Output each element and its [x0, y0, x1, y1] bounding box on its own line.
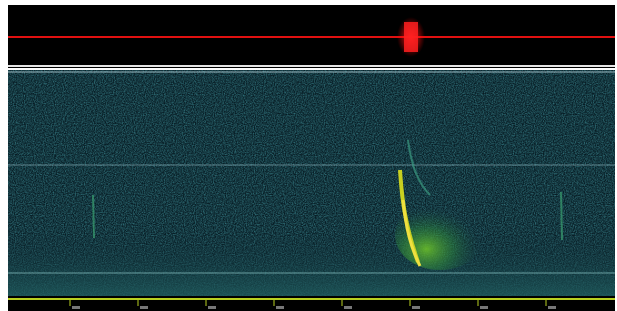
faint-call	[93, 195, 94, 238]
page	[0, 0, 617, 311]
faint-call	[561, 192, 562, 240]
low-frequency-noise	[8, 230, 615, 296]
spectrogram-viewer	[0, 0, 617, 311]
waveform-burst-core	[404, 22, 418, 52]
